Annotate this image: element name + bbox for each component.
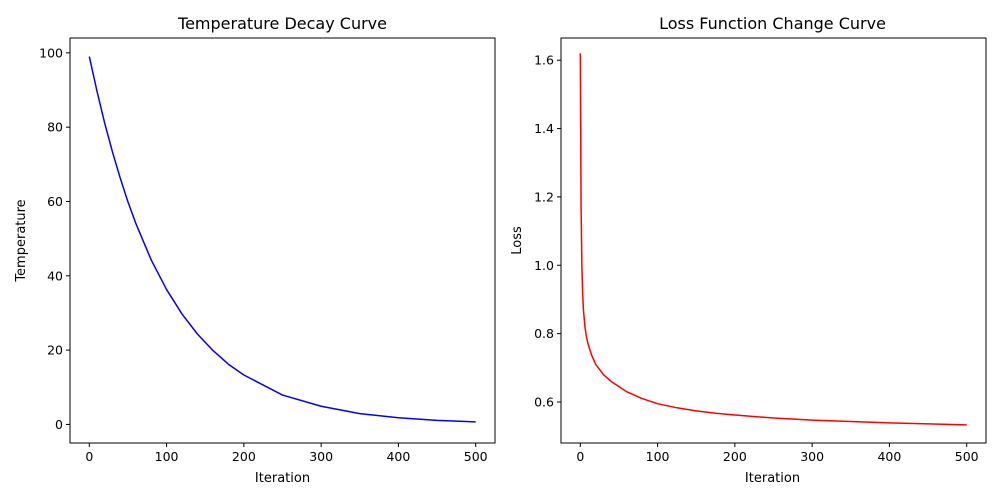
x-tick-label: 300: [309, 449, 333, 464]
series-line: [579, 53, 967, 426]
temperature-chart: Temperature Decay Curve Iteration Temper…: [14, 14, 496, 486]
plot-area: [88, 56, 476, 423]
y-axis-label: Loss: [510, 226, 525, 255]
y-tick-label: 60: [47, 194, 63, 209]
x-tick-label: 400: [386, 449, 410, 464]
plot-frame: [69, 37, 496, 444]
axis-ticks: 0 100 200 300 400 500 0 20 40 60 80 100: [39, 45, 488, 464]
x-tick-label: 0: [576, 449, 584, 464]
y-tick-label: 0: [55, 417, 63, 432]
x-tick-label: 500: [955, 449, 979, 464]
series-line: [88, 56, 476, 423]
plot-frame: [560, 37, 987, 444]
x-tick-label: 400: [877, 449, 901, 464]
x-tick-label: 100: [155, 449, 179, 464]
chart-title: Temperature Decay Curve: [177, 14, 387, 33]
x-tick-label: 300: [800, 449, 824, 464]
x-tick-label: 0: [85, 449, 93, 464]
x-axis-label: Iteration: [745, 471, 800, 486]
y-tick-label: 100: [39, 45, 63, 60]
x-tick-label: 200: [723, 449, 747, 464]
y-tick-label: 0.8: [534, 326, 554, 341]
loss-chart: Loss Function Change Curve Iteration Los…: [510, 14, 987, 486]
y-tick-label: 1.0: [534, 258, 554, 273]
chart-title: Loss Function Change Curve: [659, 14, 886, 33]
y-tick-label: 1.6: [534, 53, 554, 68]
y-tick-label: 80: [47, 120, 63, 135]
y-tick-label: 0.6: [534, 394, 554, 409]
x-tick-label: 500: [464, 449, 488, 464]
y-tick-label: 1.2: [534, 189, 554, 204]
y-axis-label: Temperature: [14, 199, 29, 282]
axis-ticks: 0 100 200 300 400 500 0.6 0.8 1.0 1.2 1.4 1.6: [534, 53, 979, 464]
plot-area: [579, 53, 967, 426]
x-tick-label: 100: [646, 449, 670, 464]
x-axis-label: Iteration: [255, 471, 310, 486]
y-tick-label: 1.4: [534, 121, 554, 136]
y-tick-label: 20: [47, 343, 63, 358]
x-tick-label: 200: [232, 449, 256, 464]
y-tick-label: 40: [47, 268, 63, 283]
